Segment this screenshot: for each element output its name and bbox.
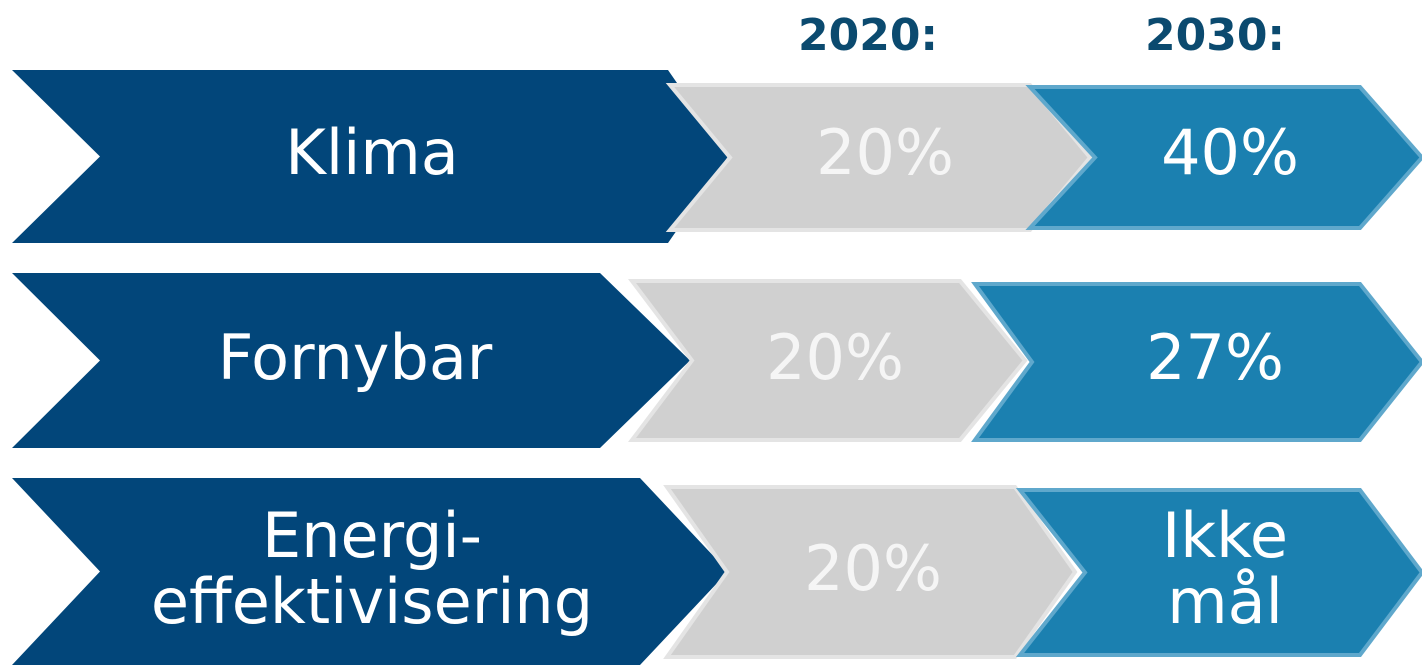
target-2020: 20% [804,532,942,605]
target-2030-chevron [1015,488,1422,657]
target-2020-line: 20% [816,116,954,189]
row-label-line: Klima [285,116,459,189]
target-2030: 27% [1146,321,1284,394]
column-header: 2020: [798,10,938,61]
target-2030-chevron [1025,85,1422,230]
column-header: 2030: [1145,10,1285,61]
target-2030-line: 40% [1161,116,1299,189]
target-2020: 20% [816,116,954,189]
target-2030-line: Ikke [1162,499,1288,572]
target-2030-chevron [971,282,1422,442]
row-label-line: Fornybar [218,321,493,394]
target-2020-chevron [663,485,1078,659]
target-2020-line: 20% [804,532,942,605]
target-2030: Ikke mål [1162,499,1288,638]
row-label: Klima [285,116,459,189]
target-2030: 40% [1161,116,1299,189]
target-2020-line: 20% [766,321,904,394]
row-label: Energi-effektivisering [151,499,593,638]
row-label-line: effektivisering [151,565,593,638]
row-label: Fornybar [218,321,493,394]
target-2030-line: 27% [1146,321,1284,394]
label-chevron [12,478,728,665]
target-2020: 20% [766,321,904,394]
label-chevron [12,70,728,243]
row-label-line: Energi- [262,499,482,572]
target-2020-chevron [627,279,1028,442]
label-chevron [12,273,690,448]
target-2030-line: mål [1167,565,1283,638]
